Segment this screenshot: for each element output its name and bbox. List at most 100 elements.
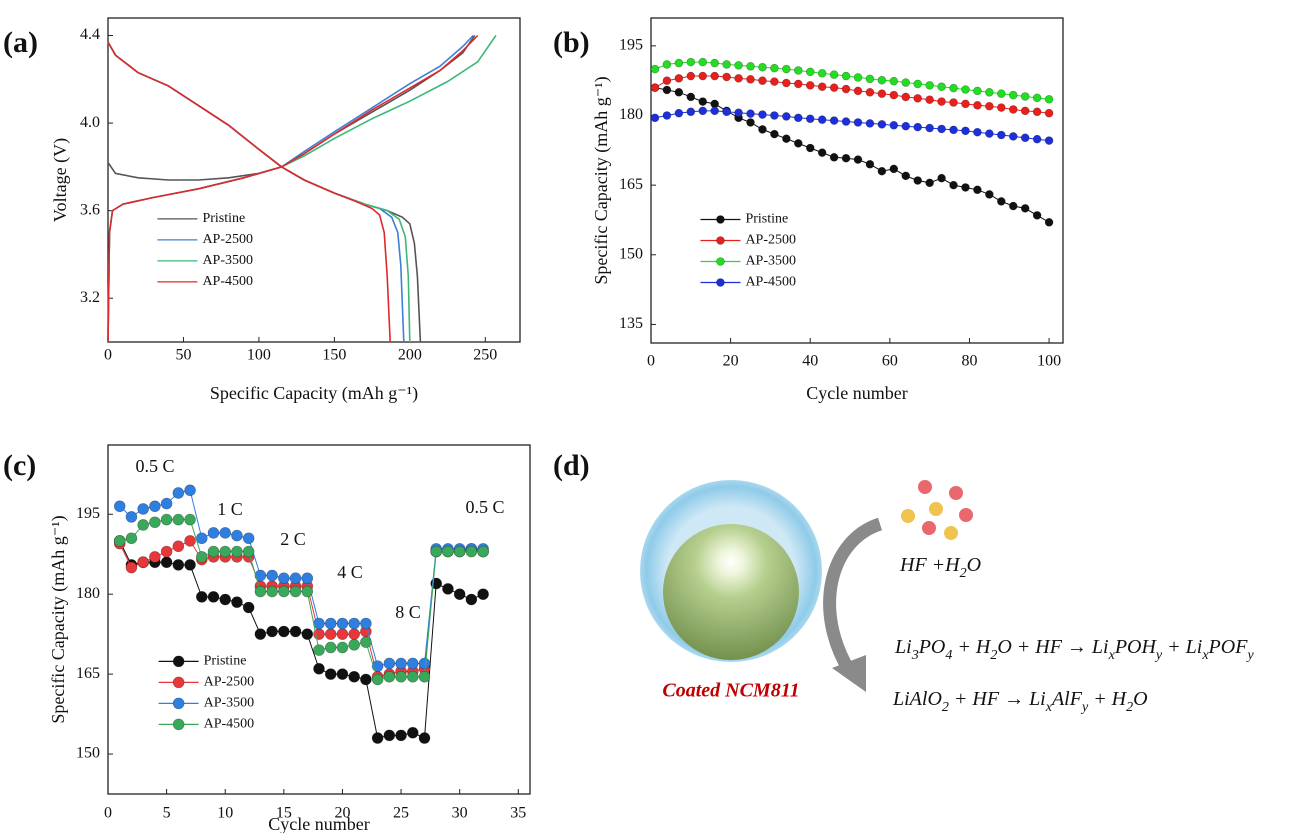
data-point	[841, 84, 851, 94]
data-point	[758, 76, 767, 85]
data-point	[710, 71, 719, 81]
data-point	[360, 673, 372, 686]
data-point	[195, 532, 208, 545]
data-point	[137, 519, 149, 531]
y-tick-label: 165	[619, 176, 643, 193]
data-point	[1044, 108, 1054, 118]
x-tick-label: 50	[175, 347, 191, 364]
data-point	[686, 57, 696, 67]
data-point	[758, 110, 767, 119]
data-point	[324, 617, 337, 630]
data-point	[406, 726, 419, 739]
data-point	[1008, 90, 1018, 100]
data-point	[722, 72, 731, 82]
legend-label: AP-4500	[745, 275, 796, 290]
data-point	[734, 108, 743, 118]
data-point	[324, 641, 337, 654]
plot-frame	[107, 444, 531, 795]
data-point	[996, 130, 1006, 140]
data-point	[184, 535, 196, 547]
data-point	[782, 78, 791, 88]
data-point	[149, 516, 161, 529]
annotation: 1 C	[217, 499, 243, 519]
annotation: 0.5 C	[135, 456, 174, 476]
data-point	[1044, 136, 1054, 145]
data-point	[782, 64, 791, 74]
equation-text: PO	[918, 636, 946, 658]
data-point	[430, 545, 443, 558]
ncm-core	[663, 524, 799, 660]
data-point	[219, 593, 232, 606]
legend-marker	[716, 236, 725, 245]
equation-text: LiAlO	[892, 688, 942, 710]
x-tick-label: 60	[882, 353, 898, 370]
data-point	[477, 588, 489, 600]
data-point	[289, 625, 302, 638]
x-axis-label: Cycle number	[806, 383, 907, 403]
data-point	[242, 545, 255, 558]
data-point	[841, 117, 851, 126]
data-point	[937, 82, 946, 92]
data-point	[266, 625, 278, 638]
data-point	[207, 527, 220, 539]
data-point	[817, 115, 827, 124]
data-point	[961, 126, 970, 136]
y-tick-label: 195	[619, 37, 643, 54]
data-point	[865, 74, 875, 84]
data-point	[650, 113, 660, 123]
series-line	[654, 87, 1050, 223]
data-point	[877, 75, 887, 85]
data-point	[877, 166, 887, 176]
arrow-head	[832, 655, 866, 692]
data-point	[266, 585, 278, 598]
data-point	[710, 58, 719, 68]
data-point	[973, 185, 982, 195]
data-point	[383, 670, 396, 683]
data-point	[746, 118, 755, 127]
x-tick-label: 30	[452, 805, 468, 822]
data-point	[418, 732, 431, 744]
legend-marker	[172, 718, 185, 731]
data-point	[207, 591, 220, 603]
data-point	[371, 660, 384, 672]
series-line	[654, 61, 1050, 100]
data-point	[160, 556, 173, 569]
data-point	[770, 63, 779, 73]
data-point	[231, 596, 243, 608]
subscript: 4	[945, 648, 952, 663]
data-point	[829, 83, 839, 92]
data-point	[137, 556, 149, 569]
data-point	[465, 545, 478, 558]
legend-marker	[716, 278, 725, 287]
data-point	[406, 657, 419, 670]
data-point	[925, 178, 934, 188]
data-point	[371, 673, 384, 686]
legend-label: AP-2500	[745, 233, 796, 248]
data-point	[817, 148, 827, 157]
x-tick-label: 0	[104, 805, 112, 822]
data-point	[242, 601, 255, 614]
data-point	[793, 79, 803, 89]
data-point	[793, 113, 803, 123]
data-point	[301, 585, 314, 598]
x-tick-label: 200	[398, 347, 422, 364]
equation-text: + H	[952, 636, 991, 658]
data-point	[913, 122, 923, 132]
data-point	[662, 60, 672, 69]
equation-text: + HF → Li	[949, 688, 1046, 710]
y-tick-label: 4.4	[80, 26, 100, 43]
data-point	[406, 670, 419, 683]
data-point	[937, 124, 946, 134]
data-point	[184, 559, 196, 571]
coated-particle	[640, 480, 822, 662]
y-tick-label: 3.2	[80, 289, 100, 306]
hf-molecules	[901, 480, 973, 540]
x-tick-label: 5	[163, 805, 171, 822]
x-tick-label: 20	[723, 353, 739, 370]
data-point	[793, 66, 803, 75]
data-point	[418, 657, 431, 670]
data-point	[996, 197, 1006, 206]
subscript: y	[1154, 648, 1163, 663]
subscript: x	[1201, 648, 1209, 663]
equation-text: O	[1133, 688, 1147, 710]
